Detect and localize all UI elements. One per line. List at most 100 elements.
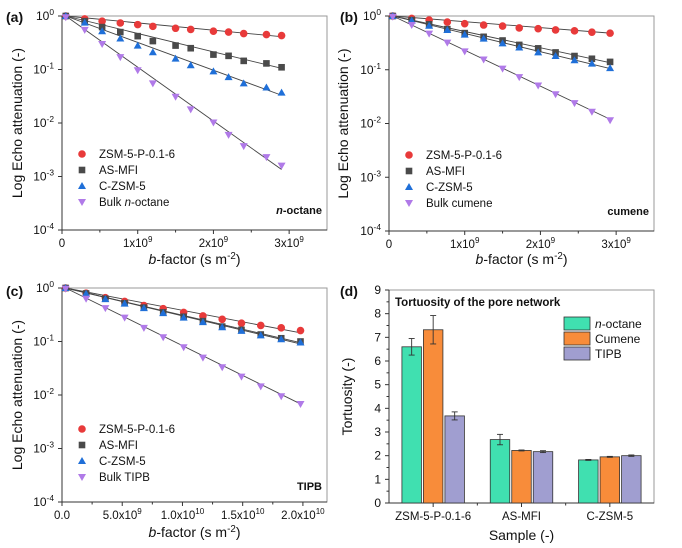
data-point <box>210 51 217 58</box>
y-tick-label: 2 <box>374 449 381 463</box>
data-point <box>443 18 452 26</box>
data-point <box>61 285 70 293</box>
data-point <box>98 40 107 48</box>
y-tick-label: 10-4 <box>33 493 54 509</box>
data-point <box>133 67 142 75</box>
legend-marker <box>78 166 86 174</box>
data-point <box>198 318 207 326</box>
data-point <box>186 25 195 34</box>
data-point <box>179 344 188 352</box>
panel-label: (b) <box>340 9 358 25</box>
x-axis-label: b-factor (s m-2) <box>149 251 241 267</box>
series-bulk-cumene <box>388 13 615 125</box>
y-tick-label: 0 <box>374 496 381 510</box>
data-point <box>277 88 286 96</box>
y-tick-label: 10-1 <box>33 61 54 77</box>
series-c-zsm-5 <box>61 12 286 96</box>
legend-label: TIPB <box>595 347 622 361</box>
legend-label: Bulk n-octane <box>99 197 169 209</box>
data-point <box>534 45 542 52</box>
y-tick-label: 10-4 <box>360 222 381 238</box>
data-point <box>82 295 91 303</box>
data-point <box>570 27 579 35</box>
bar-tipb-c-zsm-5 <box>621 455 642 504</box>
x-tick-label: 2.0x1010 <box>281 507 325 522</box>
legend: ZSM-5-P-0.1-6 AS-MFI C-ZSM-5 Bulk n-octane <box>78 149 175 209</box>
legend-label: AS-MFI <box>99 165 138 177</box>
data-point <box>277 335 286 343</box>
panel-label: (d) <box>340 283 358 299</box>
y-tick-label: 10-3 <box>360 168 381 184</box>
data-point <box>120 299 129 307</box>
data-point <box>139 304 148 312</box>
legend-marker <box>78 425 86 433</box>
data-point <box>534 82 543 90</box>
plot-frame <box>61 287 328 503</box>
y-tick-label: 1 <box>374 472 381 486</box>
y-tick-label: 10-2 <box>360 115 381 131</box>
y-tick-label: 7 <box>374 330 381 344</box>
data-point <box>460 19 469 28</box>
chart-title: Tortuosity of the pore network <box>395 297 561 309</box>
data-point <box>239 79 248 87</box>
legend-label: AS-MFI <box>99 440 138 452</box>
data-point <box>606 64 615 72</box>
legend-label: C-ZSM-5 <box>426 182 473 194</box>
data-point <box>240 57 248 65</box>
data-point <box>479 34 488 42</box>
legend-label: Bulk TIPB <box>99 472 150 484</box>
x-axis-label: b-factor (s m-2) <box>149 524 241 540</box>
data-point <box>570 100 579 108</box>
data-point <box>570 56 579 64</box>
data-point <box>239 143 248 151</box>
legend-swatch <box>563 346 591 361</box>
data-point <box>239 29 248 38</box>
y-tick-label: 10-3 <box>33 168 54 184</box>
data-point <box>80 26 89 34</box>
y-tick-label: 10-1 <box>33 333 54 349</box>
data-point <box>606 58 614 66</box>
data-point <box>587 108 596 116</box>
bar-cumene-c-zsm-5 <box>599 456 620 504</box>
series-as-mfi <box>389 12 614 66</box>
y-tick-label: 100 <box>36 279 54 295</box>
data-point <box>101 305 110 313</box>
data-point <box>407 16 416 24</box>
panel-a: 100 10-1 10-2 10-3 10-4 0 1x109 2x109 3x109 ZSM-5… <box>6 7 328 267</box>
legend-marker <box>78 199 86 206</box>
series-zsm-5-p-0.1-6 <box>61 284 305 335</box>
data-point <box>218 364 227 372</box>
data-point <box>198 354 207 362</box>
y-tick-label: 6 <box>374 354 381 368</box>
y-tick-label: 10-4 <box>33 221 54 237</box>
bar-n-octane-zsm-5-p-0.1-6 <box>401 346 422 504</box>
legend-swatch <box>563 331 591 346</box>
data-point <box>172 42 179 49</box>
series-bulk-tipb <box>61 285 305 408</box>
data-point <box>407 22 416 30</box>
x-tick-label: 3x109 <box>601 236 631 251</box>
x-tick-label: 0 <box>59 238 65 250</box>
x-tick-label: ZSM-5-P-0.1-6 <box>395 511 471 523</box>
data-point <box>498 65 507 73</box>
x-tick-label: 1x109 <box>450 236 480 251</box>
x-tick-label: 3x109 <box>274 235 304 250</box>
x-tick-label: 1.5x1010 <box>221 507 265 522</box>
data-point <box>82 289 91 297</box>
data-point <box>277 324 286 332</box>
data-point <box>262 30 271 39</box>
data-point <box>277 31 286 40</box>
panel-annotation: n-octane <box>276 205 322 217</box>
y-axis-label: Log Echo attenuation (-) <box>9 320 25 470</box>
data-point <box>209 27 218 35</box>
data-point <box>120 314 129 322</box>
data-point <box>171 24 180 33</box>
data-point <box>224 131 233 139</box>
data-point <box>116 19 125 27</box>
data-point <box>296 326 305 335</box>
data-point <box>571 52 578 60</box>
y-tick-label: 4 <box>374 401 381 415</box>
bar-cumene-as-mfi <box>511 450 532 504</box>
data-point <box>443 25 452 33</box>
legend-label: Cumene <box>595 332 641 346</box>
